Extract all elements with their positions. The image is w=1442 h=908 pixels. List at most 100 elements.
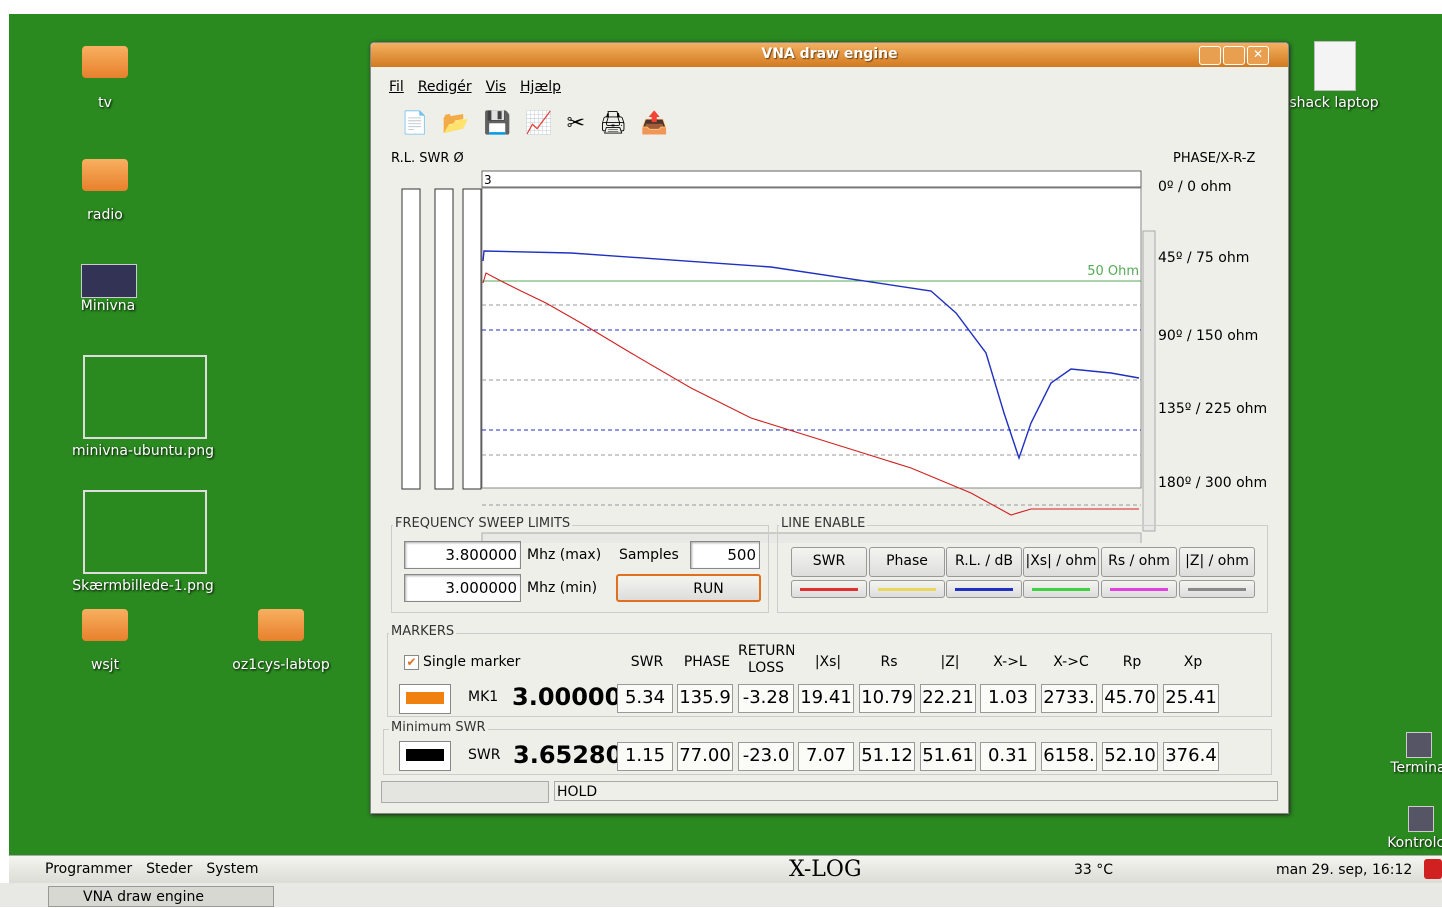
desktop-icon[interactable] [81,264,137,298]
single-marker-checkbox[interactable]: ✔ [404,655,419,670]
xlog[interactable]: X-LOG [789,857,862,882]
min-value: 51.12 [859,742,915,771]
screen: tv radio Minivna minivna-ubuntu.png Skærmbil… [0,0,1442,907]
status-field: HOLD [554,781,1278,801]
line-color[interactable] [946,580,1022,598]
desktop-icon[interactable] [82,609,128,641]
icon-label: wsjt [91,657,119,673]
progress-bar [381,781,549,803]
freq-scale-label: 3 [484,173,492,187]
line-button[interactable]: |Z| / ohm [1179,547,1255,577]
freq-scale [482,171,1141,187]
samples-label: Samples [619,547,679,563]
line-color[interactable] [791,580,867,598]
marker-color-button[interactable] [399,684,451,714]
panel-menu[interactable]: Steder [146,861,192,877]
marker-value: 135.9 [677,684,733,713]
min-value: 77.00 [677,742,733,771]
min-swr-title: Minimum SWR [389,720,488,735]
min-color-button[interactable] [399,741,451,771]
icon-label: Skærmbillede-1.png [72,578,214,594]
menu-item[interactable]: Redigér [418,79,472,95]
sweep-title: FREQUENCY SWEEP LIMITS [393,516,572,531]
marker-value: 10.79 [859,684,915,713]
50-ohm-label: 50 Ohm [1087,264,1139,279]
temperature: 33 °C [1074,862,1113,878]
icon-label: minivna-ubuntu.png [72,443,214,459]
clock[interactable]: man 29. sep, 16:12 [1276,862,1412,878]
desktop-icon[interactable] [258,609,304,641]
right-tick-label: 135º / 225 ohm [1158,401,1267,417]
close-button[interactable]: ✕ [1247,46,1269,65]
desktop-icon[interactable] [83,355,207,439]
vscrollbar[interactable] [1143,231,1155,531]
plot-area [482,188,1141,488]
line-color[interactable] [1101,580,1177,598]
min-freq-input[interactable]: 3.000000 [404,574,521,602]
min-value: 0.31 [980,742,1036,771]
window-title: VNA draw engine [371,46,1288,62]
desktop-icon[interactable] [82,159,128,191]
min-value: 7.07 [798,742,854,771]
icon-label: tv [98,95,112,111]
marker-value: -3.28 [738,684,794,713]
maximize-button[interactable] [1223,46,1245,65]
desktop-icon[interactable] [1314,41,1356,91]
swr-scale [435,189,453,489]
min-value: 376.4 [1163,742,1219,771]
title-bar: VNA draw engine ✕ [371,43,1288,67]
line-button[interactable]: |Xs| / ohm [1023,547,1099,577]
minimize-button[interactable] [1199,46,1221,65]
samples-input[interactable]: 500 [690,541,760,569]
min-value: 6158. [1041,742,1097,771]
marker-value: 45.70 [1102,684,1158,713]
line-button[interactable]: R.L. / dB [946,547,1022,577]
max-freq-input[interactable]: 3.800000 [404,541,521,569]
marker-value: 25.41 [1163,684,1219,713]
desktop-icon[interactable] [83,490,207,574]
min-value: -23.0 [738,742,794,771]
line-color[interactable] [869,580,945,598]
toolbar: 📄📂💾📈✂🖨📤 [401,111,682,136]
desktop-icon[interactable] [82,46,128,78]
line-button[interactable]: Rs / ohm [1101,547,1177,577]
min-unit: Mhz (min) [527,580,597,596]
panel-menu[interactable]: Programmer [21,861,132,877]
line-button[interactable]: Phase [869,547,945,577]
menu-item[interactable]: Fil [389,79,404,95]
line-color[interactable] [1179,580,1255,598]
icon-label: oz1cys-labtop [232,657,329,673]
phase-scale [463,189,481,489]
icon-label: shack laptop [1289,95,1378,111]
marker-value: 19.41 [798,684,854,713]
bottom-panel: VNA draw engine [0,883,1442,907]
line-button[interactable]: SWR [791,547,867,577]
marker-value: 22.21 [920,684,976,713]
task-button[interactable]: VNA draw engine [48,886,274,907]
line-color[interactable] [1023,580,1099,598]
panel-menus: Programmer Steder System [21,861,273,877]
right-tick-label: 90º / 150 ohm [1158,328,1258,344]
icon-label: radio [87,207,123,223]
marker-value: 2733. [1041,684,1097,713]
menu-item[interactable]: Vis [486,79,506,95]
right-tick-label: 45º / 75 ohm [1158,250,1249,266]
icon-label: Minivna [81,298,135,314]
menu-item[interactable]: Hjælp [520,79,561,95]
desktop-icon[interactable] [1408,806,1434,832]
run-button[interactable]: RUN [616,574,761,602]
marker-value: 1.03 [980,684,1036,713]
right-tick-label: 0º / 0 ohm [1158,179,1232,195]
window: VNA draw engine ✕ Fil Redigér Vis Hjælp 📄📂💾… [370,42,1289,814]
single-marker-label: Single marker [423,654,520,670]
min-value: 1.15 [617,742,673,771]
markers-title: MARKERS [389,624,456,639]
min-value: 52.10 [1102,742,1158,771]
panel-menu[interactable]: System [206,861,258,877]
desktop-icon[interactable] [1406,732,1432,758]
icon-label: Kontrolce [1387,835,1442,851]
top-panel: Programmer Steder System X-LOG 33 °C man 2… [9,855,1442,884]
min-value: 51.61 [920,742,976,771]
column-header: RETURN LOSS [738,643,794,679]
shutdown[interactable] [1424,859,1442,879]
